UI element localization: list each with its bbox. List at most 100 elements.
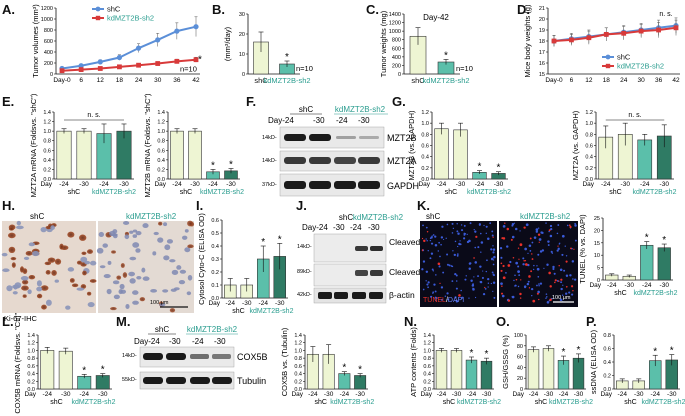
tunel-dot: [561, 253, 564, 256]
chart-a-point: [174, 28, 180, 34]
chart-g2-bar: [637, 139, 653, 180]
blot-f-label-1: MZT2B: [387, 133, 417, 143]
chart-d-point: [656, 27, 661, 33]
ihc-nucleus: [135, 248, 141, 253]
tunel-dot: [538, 238, 542, 241]
tunel-dot: [455, 287, 458, 290]
chart-a-legend-marker: [95, 15, 101, 21]
band-f-mzt2a-4: [358, 157, 380, 164]
chart-p-ytick-label: 0.4: [603, 360, 611, 366]
tunel-dot: [456, 254, 459, 257]
chart-m-ytick-label: 0.2: [294, 379, 302, 385]
tunel-dot: [484, 286, 486, 289]
tunel-dot: [512, 256, 515, 259]
tunel-dot: [455, 280, 458, 282]
chart-n-significance: *: [470, 348, 474, 359]
panel-label-c: C.: [366, 2, 379, 17]
tunel-dot: [489, 222, 492, 225]
ihc-nucleus: [164, 244, 171, 251]
chart-n-ytick-label: 0.4: [423, 372, 431, 378]
ihc-nucleus: [150, 289, 158, 293]
tunel-dot: [522, 263, 525, 266]
chart-k-ytick-label: 5: [597, 266, 600, 272]
ihc-nucleus: [15, 225, 24, 230]
chart-m-bar: [338, 373, 351, 390]
chart-g2-ytick-label: 0.0: [585, 177, 593, 183]
chart-a-ytick-label: 600: [44, 39, 53, 45]
ihc-nucleus: [19, 266, 25, 273]
chart-c-ytick-label: 0: [398, 72, 401, 78]
chart-n-bar: [450, 350, 463, 390]
tunel-dot: [511, 296, 513, 298]
chart-n-ytick-label: 1.2: [423, 341, 431, 347]
chart-e2-xtick-label: -24: [208, 181, 218, 188]
chart-mzt2a-mrna: 0.0 0.2 0.4 0.6 0.8 1.0 1.2 1.4 MZT2A mRNA (Fold…: [29, 93, 136, 197]
chart-d-xtick-label: 6: [570, 77, 574, 84]
chart-l-group-kd: kdMZT2B-sh2: [72, 399, 116, 406]
tunel-dot: [468, 297, 470, 299]
tunel-dot: [423, 239, 426, 243]
chart-k-ytick-label: 25: [594, 216, 600, 222]
chart-l-bar: [58, 350, 73, 390]
tunel-dot: [553, 272, 556, 275]
chart-o-xtick-label: -24: [529, 391, 539, 398]
tunel-dot: [527, 252, 529, 255]
chart-d-point: [621, 30, 627, 36]
tunel-dot: [455, 300, 459, 303]
ihc-image-h: shC kdMZT2B-sh2 Ki-67-IHC 100 μm: [1, 212, 195, 323]
chart-e1-xtick-label: -24: [59, 181, 69, 188]
tunel-dot: [561, 234, 565, 238]
tunel-dot: [524, 247, 527, 251]
tunel-dot: [537, 253, 540, 256]
chart-k-ylabel: TUNEL (% vs. DAPI): [578, 214, 587, 284]
western-blot-f: shC kdMZT2B-sh2 Day-24 -30 -24 -30 14kD-…: [262, 105, 419, 197]
tunel-dot: [491, 234, 494, 237]
chart-b-ytick-label: 0: [242, 72, 245, 78]
tunel-dot: [500, 269, 503, 273]
chart-m-day-label: Day: [291, 391, 303, 398]
ihc-nuclei: [1, 220, 195, 313]
band-m-cox5b-1: [143, 353, 163, 360]
chart-i-xtick-label: -30: [242, 300, 252, 307]
ihc-nucleus: [22, 279, 29, 285]
chart-d-xtick-label: 36: [655, 77, 663, 84]
chart-a-ylabel: Tumor volumes (mm³): [31, 4, 40, 78]
tunel-dot: [574, 278, 577, 281]
chart-a-xtick-label: Day-0: [53, 77, 71, 84]
blot-f-lane4-label: -30: [358, 116, 370, 125]
western-blot-m: shC kdMZT2B-sh2 Day-24 -30 -24 -30 14kD-…: [122, 325, 268, 390]
tunel-dot: [430, 252, 434, 255]
tunel-dot: [478, 223, 482, 226]
chart-i-ylabel: Cytosol Cyto-C (ELISA OD): [197, 213, 206, 305]
chart-a-ytick-label: 800: [44, 28, 53, 34]
chart-d-xtick-label: 12: [585, 77, 593, 84]
tunel-dot: [528, 275, 531, 278]
chart-o-ytick-label: 40: [517, 365, 523, 371]
tunel-dot: [440, 298, 443, 301]
chart-e1-ytick-label: 0.0: [43, 177, 51, 183]
ihc-nucleus: [118, 289, 123, 295]
chart-d-point: [569, 37, 574, 43]
chart-e1-ytick-label: 1.2: [43, 120, 51, 126]
ihc-nucleus: [176, 265, 182, 270]
chart-p-group-kd: kdMZT2B-sh2: [642, 399, 685, 406]
tunel-dot: [431, 235, 433, 237]
chart-i-day-label: Day: [208, 300, 220, 307]
chart-e2-ytick-label: 1.2: [157, 120, 165, 126]
tunel-dot: [486, 259, 488, 262]
ihc-nucleus: [169, 308, 176, 313]
tunel-dot: [445, 237, 447, 239]
ihc-nucleus: [142, 276, 150, 281]
tunel-dot: [448, 264, 451, 267]
tunel-dot: [437, 262, 441, 266]
tunel-dot: [557, 224, 560, 226]
tunel-dot: [528, 287, 531, 289]
tunel-dot: [548, 229, 551, 232]
tunel-dot: [526, 282, 530, 286]
tunel-dot: [446, 253, 449, 256]
chart-n-bar: [465, 359, 478, 390]
chart-g1-bar: [453, 129, 468, 180]
chart-l-day-label: Day: [24, 391, 36, 398]
tunel-dot: [485, 232, 487, 235]
